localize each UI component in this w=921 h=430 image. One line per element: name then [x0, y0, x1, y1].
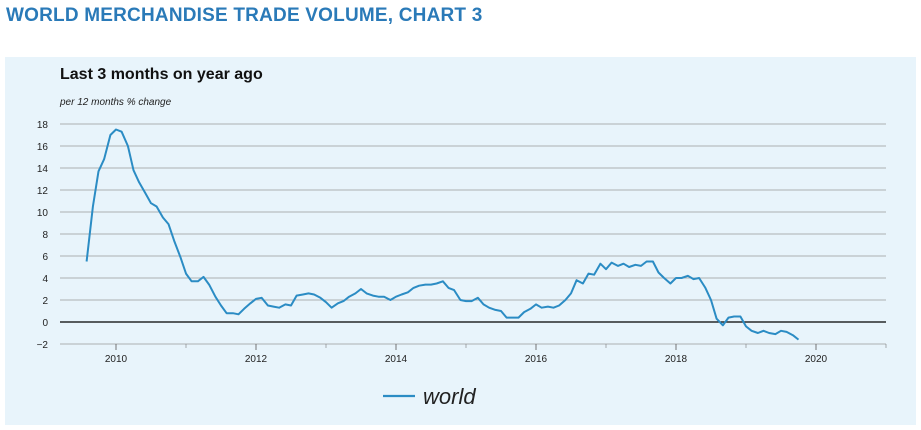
- y-tick-label: −2: [37, 340, 49, 351]
- legend-label: world: [423, 384, 476, 409]
- y-tick-label: 18: [37, 120, 49, 131]
- x-tick-label: 2012: [245, 354, 268, 365]
- y-tick-label: 12: [37, 186, 49, 197]
- x-tick-label: 2016: [525, 354, 548, 365]
- y-tick-label: 14: [37, 164, 49, 175]
- y-tick-label: 0: [42, 318, 48, 329]
- line-chart: 18 16 14 12 10 8 6 4 2 0 −2 2010 2012 2014 2016 2018 202…: [37, 120, 887, 409]
- y-tick-label: 16: [37, 142, 49, 153]
- y-tick-label: 10: [37, 208, 49, 219]
- chart-title: Last 3 months on year ago: [60, 66, 263, 83]
- chart-panel: Last 3 months on year ago per 12 months …: [5, 57, 916, 425]
- x-tick-label: 2018: [665, 354, 688, 365]
- y-tick-label: 8: [42, 230, 48, 241]
- x-tick-label: 2020: [805, 354, 828, 365]
- series-line-world: [85, 128, 800, 341]
- y-tick-label: 4: [42, 274, 48, 285]
- x-tick-label: 2014: [385, 354, 408, 365]
- chart-subtitle: per 12 months % change: [60, 97, 172, 108]
- y-tick-label: 2: [42, 296, 48, 307]
- x-tick-label: 2010: [105, 354, 128, 365]
- y-tick-label: 6: [42, 252, 48, 263]
- page-title: WORLD MERCHANDISE TRADE VOLUME, CHART 3: [6, 5, 483, 26]
